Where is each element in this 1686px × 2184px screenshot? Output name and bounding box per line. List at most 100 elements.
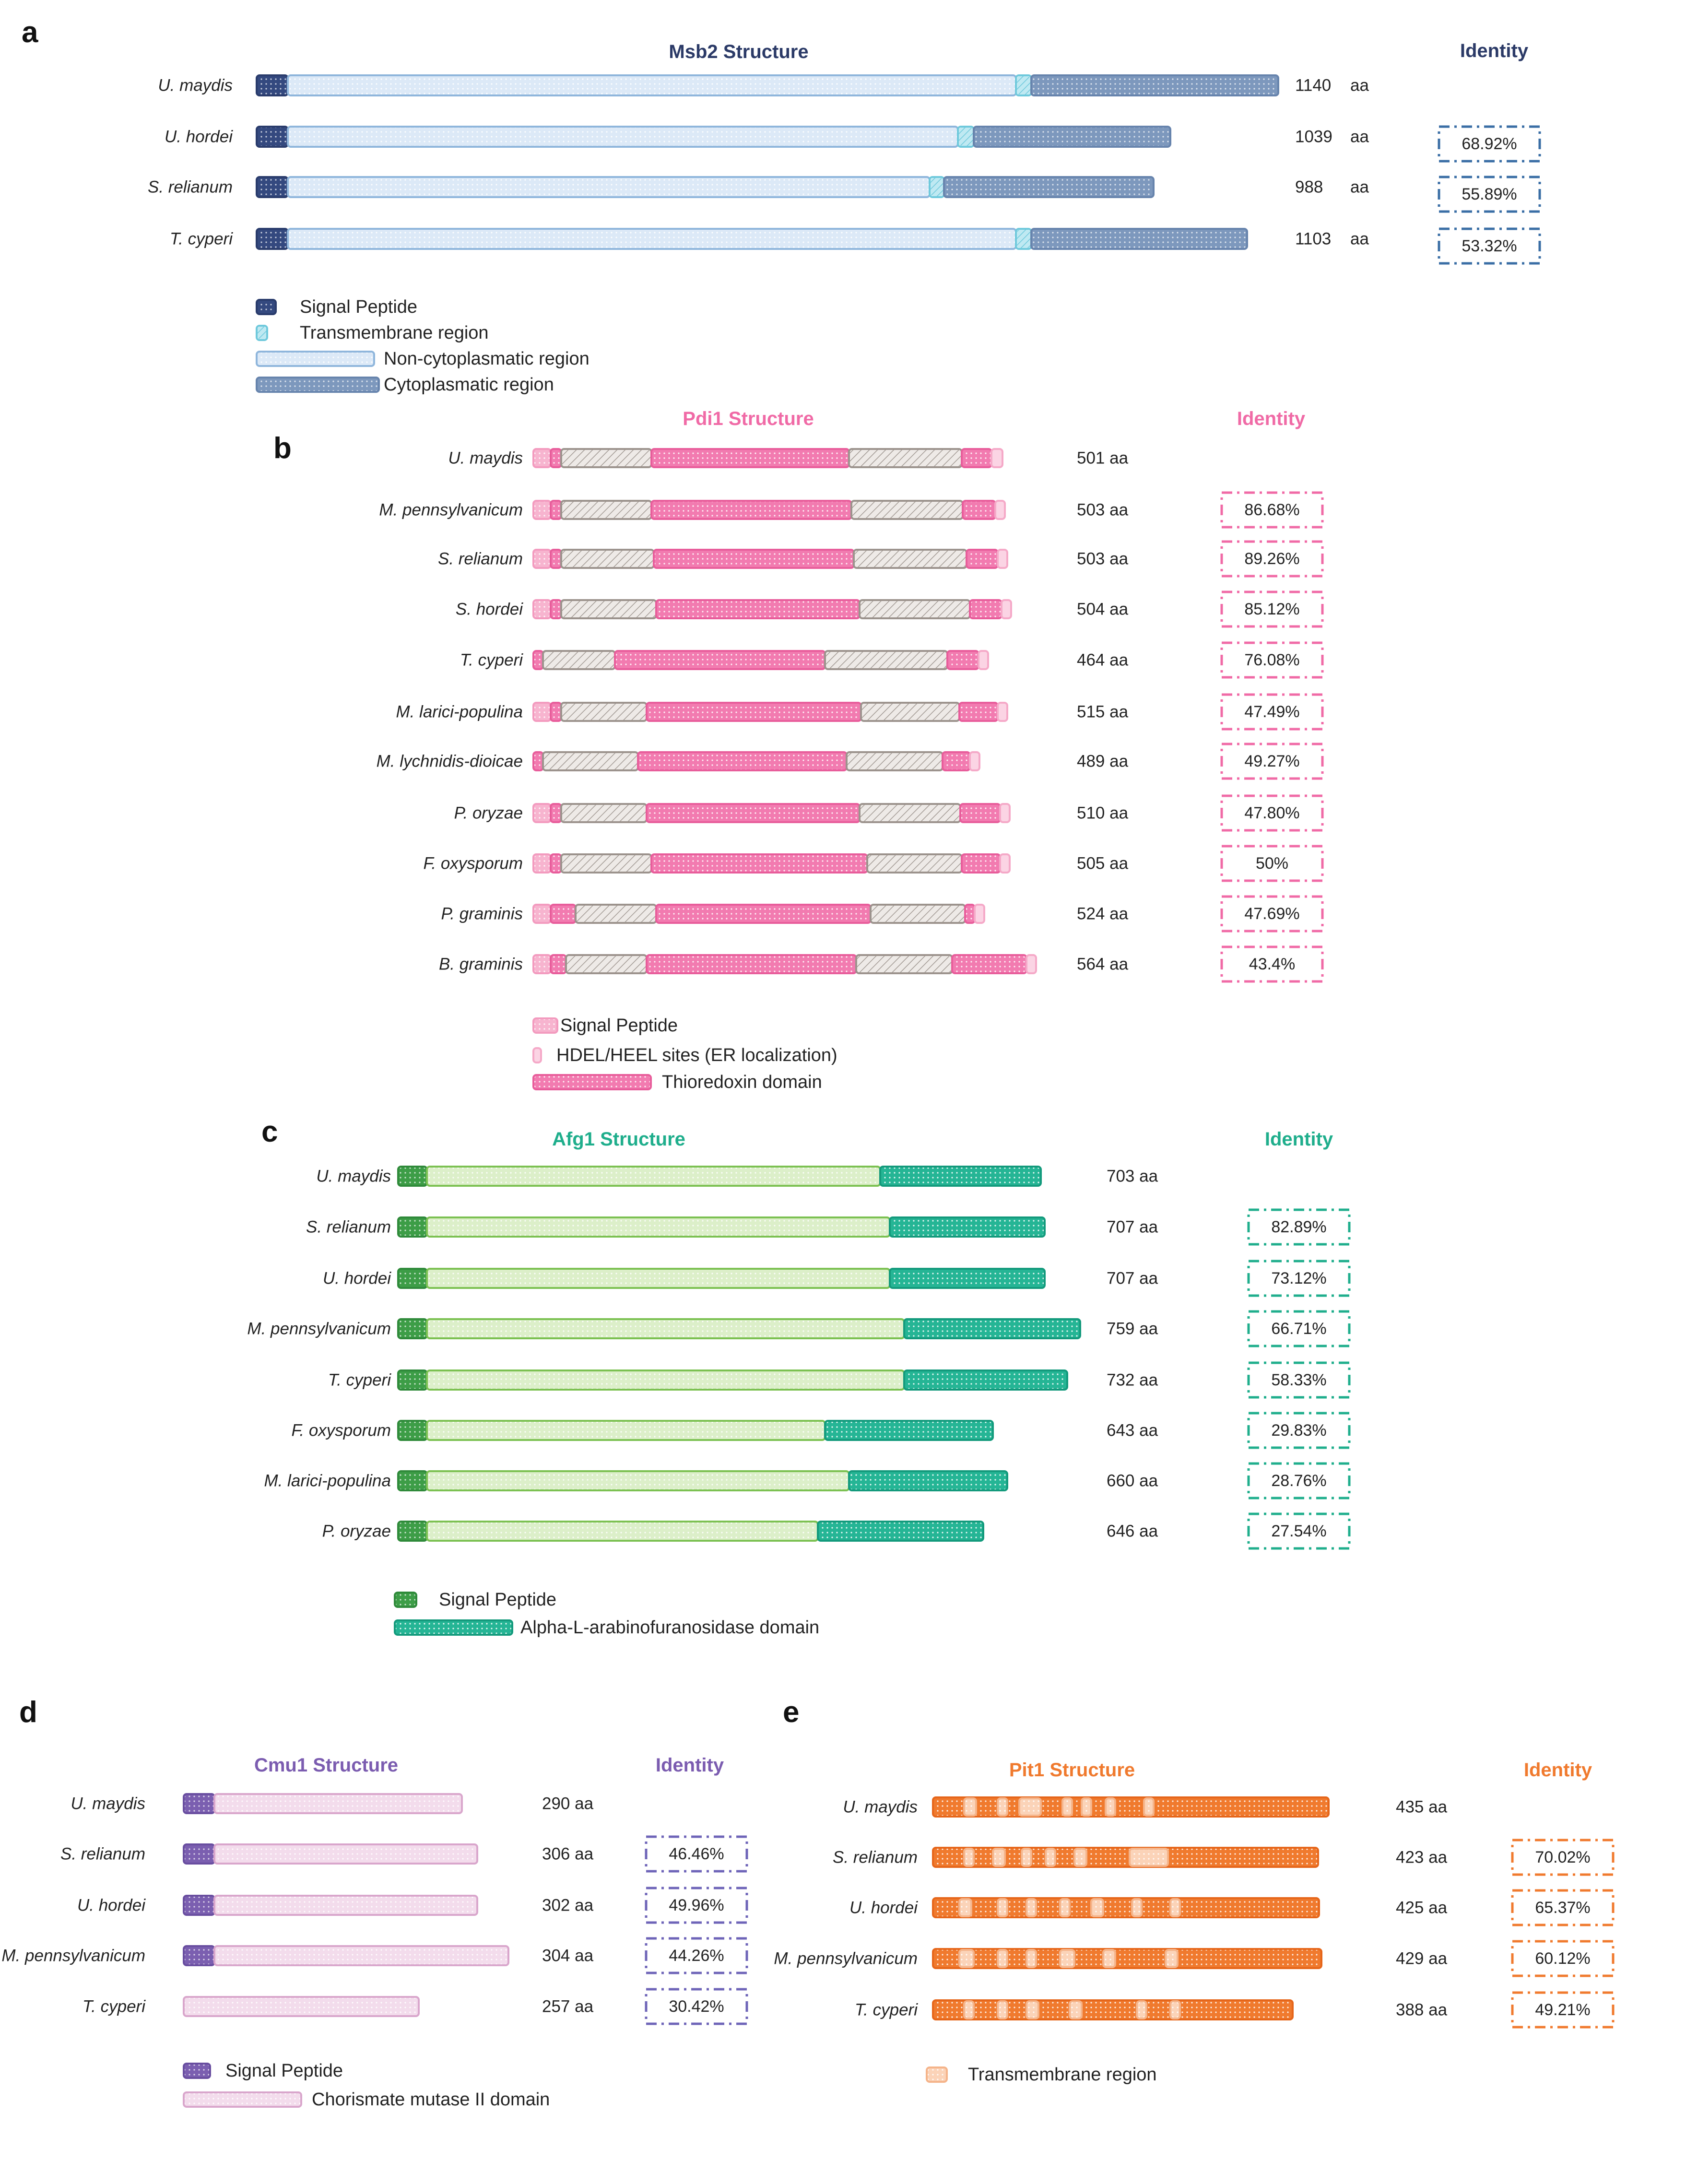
identity-box: [1438, 125, 1541, 163]
domain-segment-nc: [287, 126, 959, 148]
legend-swatch: [256, 325, 268, 341]
species-label: U. hordei: [164, 127, 233, 146]
identity-box: [1247, 1512, 1351, 1550]
domain-segment-bt-texture: [862, 704, 958, 720]
legend-label: Signal Peptide: [225, 2061, 343, 2081]
length-unit: aa: [1350, 229, 1369, 248]
transmembrane-segment-texture: [994, 1850, 1004, 1865]
identity-box: [1220, 895, 1324, 933]
domain-segment-bsp: [532, 954, 552, 974]
transmembrane-segment: [1081, 1797, 1092, 1817]
identity-value: 70.02%: [1535, 1848, 1591, 1866]
identity-box: [645, 1887, 748, 1924]
transmembrane-segment-texture: [965, 1850, 973, 1865]
length-label: 515 aa: [1077, 702, 1129, 721]
identity-box: [645, 1835, 748, 1873]
species-label: T. cyperi: [83, 1997, 145, 2016]
identity-title-a: Identity: [1460, 40, 1529, 61]
species-label: M. lychnidis-dioicae: [376, 752, 523, 771]
species-label: T. cyperi: [328, 1370, 391, 1390]
transmembrane-segment: [963, 1797, 977, 1817]
domain-segment-bh-texture: [552, 502, 560, 518]
transmembrane-segment-texture: [1171, 1900, 1179, 1915]
domain-segment-bhd: [997, 549, 1008, 569]
domain-segment-bhd: [999, 853, 1011, 874]
length-label: 732 aa: [1107, 1370, 1158, 1390]
species-label: P. oryzae: [454, 803, 523, 823]
legend-swatch-texture: [185, 2065, 209, 2077]
legend-swatch: [532, 1074, 652, 1090]
domain-segment-cs: [426, 1268, 891, 1289]
domain-segment-bhd-body: [969, 751, 980, 771]
transmembrane-segment: [958, 1898, 972, 1917]
transmembrane-segment: [1169, 2000, 1181, 2019]
domain-segment-bhd-body: [999, 803, 1011, 823]
domain-segment-sp: [256, 126, 289, 148]
domain-segment-csp: [397, 1166, 428, 1187]
legend-label: Signal Peptide: [560, 1015, 678, 1036]
transmembrane-segment-texture: [965, 2002, 973, 2018]
domain-segment-dsp-texture: [185, 1897, 213, 1914]
identity-value: 66.71%: [1271, 1320, 1327, 1338]
length-label: 646 aa: [1107, 1522, 1158, 1541]
species-label: M. pennsylvanicum: [774, 1949, 918, 1968]
domain-segment-cy-texture: [975, 128, 1169, 146]
domain-segment-bt: [575, 904, 657, 924]
domain-segment-bh-texture: [961, 805, 999, 821]
domain-segment-bt: [824, 650, 948, 670]
domain-segment-bh-texture: [967, 551, 997, 567]
domain-segment-cs-texture: [428, 1218, 889, 1236]
length-label: 388 aa: [1396, 2000, 1448, 2019]
length-label: 759 aa: [1107, 1319, 1158, 1338]
identity-value: 50%: [1255, 854, 1289, 873]
legend-swatch: [256, 299, 277, 315]
domain-segment-cy: [943, 176, 1155, 198]
legend-swatch-texture: [185, 2093, 300, 2106]
domain-segment-nc: [287, 228, 1017, 250]
transmembrane-segment: [1102, 1949, 1116, 1968]
domain-segment-bh-texture: [657, 906, 870, 922]
domain-segment-bt: [848, 448, 963, 468]
domain-segment-cs-texture: [428, 1270, 889, 1287]
length-label: 290 aa: [542, 1794, 594, 1813]
transmembrane-segment-texture: [1104, 1951, 1114, 1966]
domain-segment-bt: [850, 500, 964, 520]
domain-segment-bh: [961, 448, 992, 468]
domain-segment-csp-texture: [399, 1422, 426, 1439]
domain-segment-bh-texture: [552, 906, 575, 922]
length-label: 423 aa: [1396, 1848, 1448, 1867]
domain-segment-bt: [560, 853, 652, 874]
length-label: 703 aa: [1107, 1167, 1158, 1186]
domain-segment-cd: [817, 1521, 984, 1542]
domain-segment-bh-texture: [652, 855, 866, 872]
domain-segment-bh: [969, 599, 1002, 619]
domain-segment-bt-texture: [544, 652, 614, 668]
domain-segment-bsp: [532, 549, 552, 569]
domain-segment-bt: [859, 803, 961, 823]
identity-value: 60.12%: [1535, 1949, 1591, 1968]
legend-label: Thioredoxin domain: [662, 1072, 822, 1092]
domain-segment-bsp-texture: [534, 906, 550, 922]
domain-segment-bh: [959, 803, 1001, 823]
transmembrane-segment-texture: [999, 1951, 1006, 1966]
domain-segment-bhd-body: [974, 904, 985, 924]
domain-segment-dsp: [183, 1895, 215, 1916]
domain-segment-bt: [560, 599, 657, 619]
transmembrane-segment-texture: [1167, 1951, 1177, 1966]
identity-box: [1220, 491, 1324, 529]
domain-segment-bt-texture: [868, 855, 961, 872]
domain-segment-cs: [426, 1470, 850, 1491]
identity-value: 49.21%: [1535, 2001, 1591, 2019]
species-label: T. cyperi: [460, 650, 523, 670]
length-label: 503 aa: [1077, 549, 1129, 568]
transmembrane-segment: [958, 1949, 975, 1968]
length-label: 501 aa: [1077, 449, 1129, 468]
length-value: 1103: [1295, 229, 1332, 248]
domain-segment-sp-texture: [258, 178, 287, 196]
identity-box: [1247, 1310, 1351, 1347]
identity-value: 86.68%: [1244, 501, 1300, 519]
panel-title-e: Pit1 Structure: [1009, 1759, 1135, 1781]
species-label: T. cyperi: [170, 229, 233, 248]
domain-segment-bt: [560, 549, 655, 569]
panel-title-a: Msb2 Structure: [669, 41, 809, 62]
